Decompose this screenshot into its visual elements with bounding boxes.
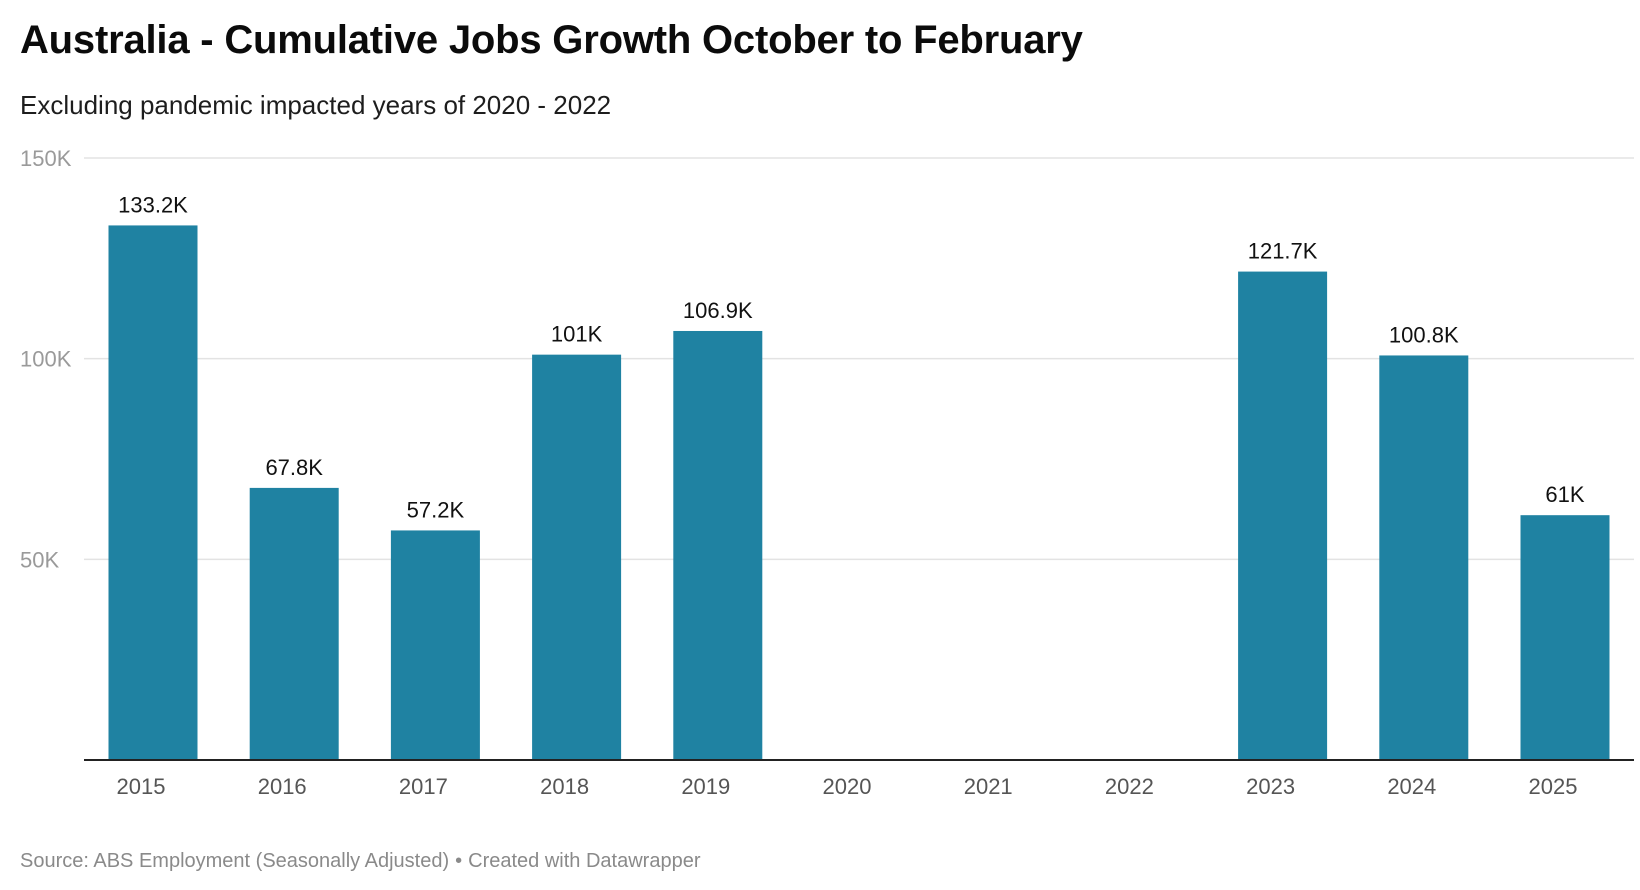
y-tick-label: 150K: [20, 146, 72, 171]
x-tick-label: 2024: [1387, 774, 1436, 799]
x-tick-label: 2017: [399, 774, 448, 799]
x-tick-label: 2025: [1529, 774, 1578, 799]
footer-separator: •: [455, 850, 463, 872]
bar: [1238, 271, 1328, 760]
bar: [1520, 515, 1610, 760]
data-labels: 133.2K 67.8K 57.2K 101K 106.9K 121.7K 100.8K 61…: [118, 192, 1585, 522]
data-label: 61K: [1545, 482, 1584, 507]
bars: [108, 225, 1610, 760]
source-note: Source: ABS Employment (Seasonally Adjus…: [20, 850, 450, 872]
x-tick-label: 2015: [117, 774, 166, 799]
x-tick-label: 2020: [823, 774, 872, 799]
x-tick-label: 2023: [1246, 774, 1295, 799]
x-tick-label: 2022: [1105, 774, 1154, 799]
y-tick-label: 50K: [20, 547, 59, 572]
data-label: 101K: [551, 322, 603, 347]
bar: [390, 530, 480, 760]
y-tick-label: 100K: [20, 347, 72, 372]
data-label: 133.2K: [118, 192, 188, 217]
x-tick-label: 2021: [964, 774, 1013, 799]
data-label: 121.7K: [1248, 239, 1318, 264]
x-tick-label: 2018: [540, 774, 589, 799]
gridlines: [84, 157, 1634, 561]
data-label: 106.9K: [683, 298, 753, 323]
footer: Source: ABS Employment (Seasonally Adjus…: [20, 850, 700, 873]
bar: [532, 354, 622, 760]
credit-link[interactable]: Created with Datawrapper: [468, 850, 701, 872]
x-axis-ticks: 2015 2016 2017 2018 2019 2020 2021 2022 2023 2024…: [117, 774, 1578, 799]
chart-title: Australia - Cumulative Jobs Growth Octob…: [20, 18, 1083, 62]
chart-subtitle: Excluding pandemic impacted years of 202…: [20, 90, 612, 120]
data-label: 100.8K: [1389, 322, 1459, 347]
bar: [1379, 355, 1469, 760]
data-label: 57.2K: [407, 497, 465, 522]
x-tick-label: 2016: [258, 774, 307, 799]
bar: [108, 225, 198, 760]
bar: [673, 330, 763, 760]
y-axis-ticks: 50K 100K 150K: [20, 146, 72, 572]
x-tick-label: 2019: [681, 774, 730, 799]
data-label: 67.8K: [265, 455, 323, 480]
bar: [249, 487, 339, 760]
